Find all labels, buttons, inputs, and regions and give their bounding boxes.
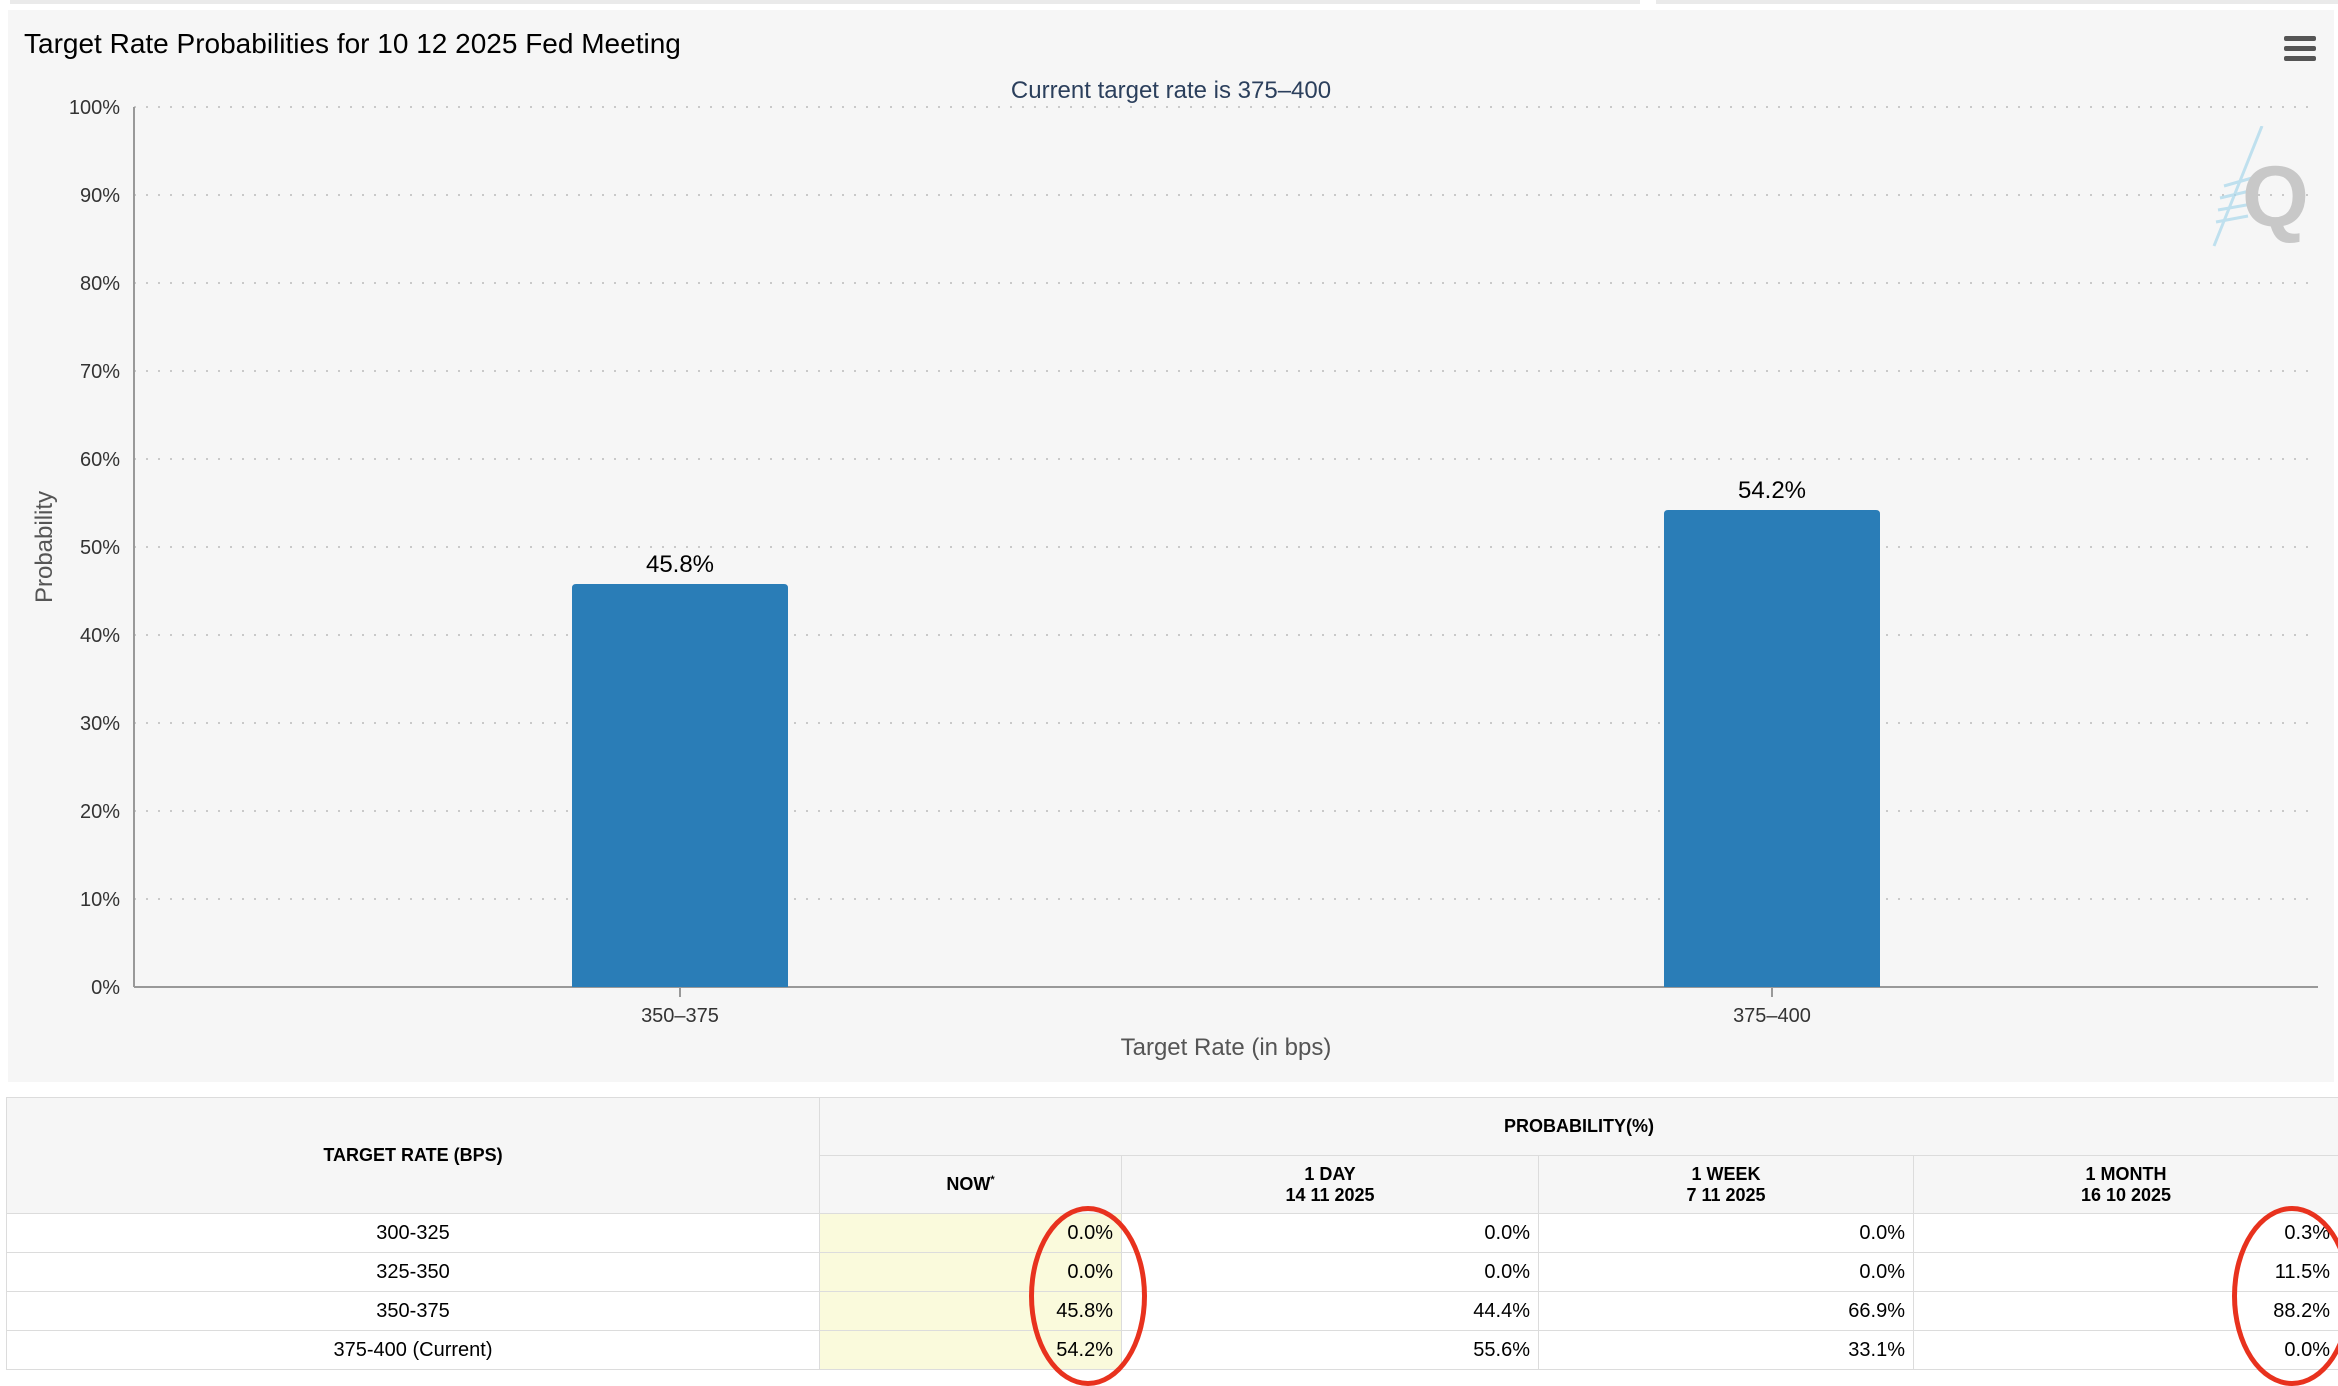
probability-cell: 0.0% — [1539, 1253, 1914, 1292]
x-tick-label: 375–400 — [1733, 1005, 1811, 1027]
bar-chart: Current target rate is 375–400 0% 10% 20% 30… — [8, 10, 2334, 1082]
probability-cell: 0.0% — [1539, 1214, 1914, 1253]
y-tick-label: 0% — [91, 977, 120, 999]
probability-cell: 0.0% — [820, 1214, 1122, 1253]
probability-table-container: TARGET RATE (BPS) PROBABILITY(%) NOW*1 D… — [6, 1097, 2338, 1376]
top-divider-left — [10, 0, 1640, 4]
probability-table: TARGET RATE (BPS) PROBABILITY(%) NOW*1 D… — [6, 1097, 2338, 1370]
column-header-now: NOW* — [820, 1156, 1122, 1214]
column-header-date: 7 11 2025 — [1540, 1185, 1912, 1206]
q-logo-icon: Q — [2212, 126, 2312, 256]
bar-data-label: 45.8% — [646, 551, 714, 578]
probability-cell: 44.4% — [1122, 1292, 1539, 1331]
bar — [572, 584, 788, 987]
probability-cell: 11.5% — [1914, 1253, 2338, 1292]
x-axis-title: Target Rate (in bps) — [1121, 1034, 1332, 1061]
column-header-date: 16 10 2025 — [1915, 1185, 2337, 1206]
y-tick-label: 70% — [80, 361, 120, 383]
probability-cell: 45.8% — [820, 1292, 1122, 1331]
column-header-label: 1 WEEK — [1540, 1164, 1912, 1185]
top-divider-right — [1656, 0, 2338, 4]
y-tick-label: 100% — [69, 97, 120, 119]
target-rate-cell: 300-325 — [7, 1214, 820, 1253]
probability-cell: 66.9% — [1539, 1292, 1914, 1331]
table-row: 375-400 (Current)54.2%55.6%33.1%0.0% — [7, 1331, 2338, 1370]
column-header-label: 1 DAY — [1123, 1164, 1537, 1185]
column-header-date: 14 11 2025 — [1123, 1185, 1537, 1206]
target-rate-cell: 375-400 (Current) — [7, 1331, 820, 1370]
hamburger-menu-icon[interactable] — [2284, 36, 2316, 66]
probability-cell: 33.1% — [1539, 1331, 1914, 1370]
chart-subtitle: Current target rate is 375–400 — [1011, 77, 1331, 104]
chart-title: Target Rate Probabilities for 10 12 2025… — [24, 28, 681, 60]
target-rate-cell: 325-350 — [7, 1253, 820, 1292]
y-tick-label: 10% — [80, 889, 120, 911]
target-rate-cell: 350-375 — [7, 1292, 820, 1331]
bar — [1664, 510, 1880, 987]
probability-cell: 55.6% — [1122, 1331, 1539, 1370]
column-header-label: 1 MONTH — [1915, 1164, 2337, 1185]
column-header-label: NOW* — [821, 1174, 1120, 1195]
probability-header: PROBABILITY(%) — [820, 1098, 2338, 1156]
chart-panel: Current target rate is 375–400 0% 10% 20% 30… — [8, 10, 2334, 1082]
probability-cell: 88.2% — [1914, 1292, 2338, 1331]
probability-cell: 0.3% — [1914, 1214, 2338, 1253]
probability-cell: 54.2% — [820, 1331, 1122, 1370]
y-tick-label: 30% — [80, 713, 120, 735]
y-axis-title: Probability — [31, 491, 58, 603]
y-tick-label: 50% — [80, 537, 120, 559]
y-tick-label: 40% — [80, 625, 120, 647]
probability-cell: 0.0% — [1122, 1214, 1539, 1253]
probability-cell: 0.0% — [1914, 1331, 2338, 1370]
probability-cell: 0.0% — [1122, 1253, 1539, 1292]
footnote-marker: * — [990, 1174, 994, 1186]
x-tick-label: 350–375 — [641, 1005, 719, 1027]
y-tick-label: 90% — [80, 185, 120, 207]
target-rate-header: TARGET RATE (BPS) — [7, 1098, 820, 1214]
svg-text:Q: Q — [2242, 149, 2309, 245]
bar-data-label: 54.2% — [1738, 477, 1806, 504]
y-tick-label: 80% — [80, 273, 120, 295]
probability-cell: 0.0% — [820, 1253, 1122, 1292]
y-tick-label: 20% — [80, 801, 120, 823]
y-tick-label: 60% — [80, 449, 120, 471]
